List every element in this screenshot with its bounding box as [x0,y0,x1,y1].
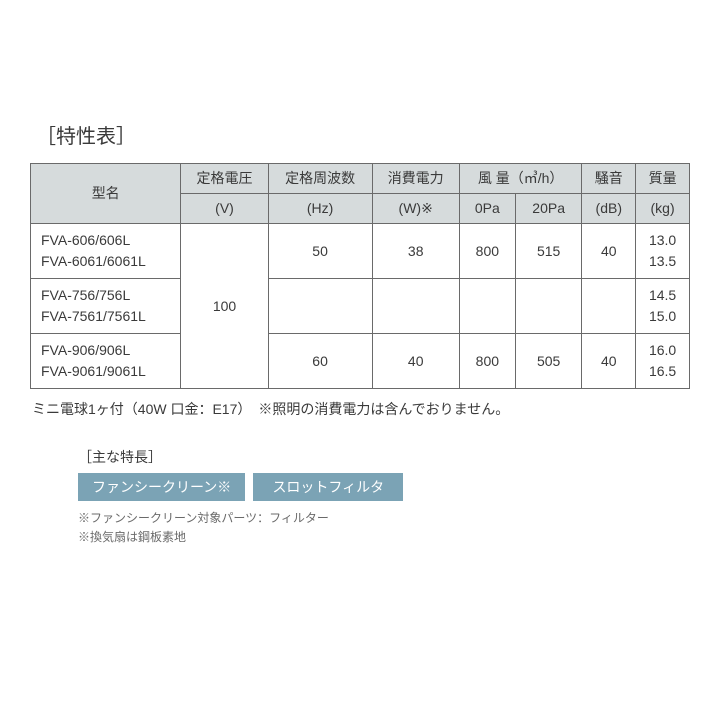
col-freq-l1: 定格周波数 [268,164,372,194]
model-b: FVA-6061/6061L [41,253,146,269]
cell-power: 40 [372,334,459,389]
subnotes: ※ファンシークリーン対象パーツ：フィルター ※換気扇は鋼板素地 [78,509,690,547]
model-b: FVA-9061/9061L [41,363,146,379]
cell-power: 38 [372,224,459,279]
feature-tag: ファンシークリーン※ [78,473,245,501]
spec-table: 型名 定格電圧 定格周波数 消費電力 風 量（㎥/h） 騒音 質量 (V) (H… [30,163,690,389]
cell-air20: 505 [515,334,582,389]
col-airflow-0: 0Pa [459,194,515,224]
cell-freq: 50 [268,224,372,279]
col-freq-l2: (Hz) [268,194,372,224]
col-power-l1: 消費電力 [372,164,459,194]
mass-a: 16.0 [649,342,676,358]
col-voltage-l2: (V) [181,194,268,224]
mass-b: 15.0 [649,308,676,324]
model-a: FVA-906/906L [41,342,130,358]
cell-mass: 13.0 13.5 [636,224,690,279]
table-row: FVA-756/756L FVA-7561/7561L 14.5 15.0 [31,279,690,334]
cell-model: FVA-756/756L FVA-7561/7561L [31,279,181,334]
cell-air0 [459,279,515,334]
section-title: ［特性表］ [36,120,690,149]
features-title: ［主な特長］ [78,447,690,467]
mass-a: 14.5 [649,287,676,303]
cell-power [372,279,459,334]
col-mass-l1: 質量 [636,164,690,194]
cell-air0: 800 [459,334,515,389]
model-a: FVA-606/606L [41,232,130,248]
cell-model: FVA-606/606L FVA-6061/6061L [31,224,181,279]
cell-air0: 800 [459,224,515,279]
col-airflow-20: 20Pa [515,194,582,224]
table-row: FVA-906/906L FVA-9061/9061L 60 40 800 50… [31,334,690,389]
cell-model: FVA-906/906L FVA-9061/9061L [31,334,181,389]
col-power-l2: (W)※ [372,194,459,224]
col-noise-l1: 騒音 [582,164,636,194]
cell-freq: 60 [268,334,372,389]
cell-mass: 16.0 16.5 [636,334,690,389]
col-mass-l2: (kg) [636,194,690,224]
table-row: FVA-606/606L FVA-6061/6061L 100 50 38 80… [31,224,690,279]
subnote-line: ※ファンシークリーン対象パーツ：フィルター [78,509,690,528]
col-model: 型名 [31,164,181,224]
mass-a: 13.0 [649,232,676,248]
cell-voltage: 100 [181,224,268,389]
cell-noise [582,279,636,334]
col-noise-l2: (dB) [582,194,636,224]
col-voltage-l1: 定格電圧 [181,164,268,194]
mass-b: 16.5 [649,363,676,379]
cell-mass: 14.5 15.0 [636,279,690,334]
features-row: ファンシークリーン※ スロットフィルタ [78,473,690,501]
cell-noise: 40 [582,224,636,279]
cell-noise: 40 [582,334,636,389]
col-airflow-l1: 風 量（㎥/h） [459,164,582,194]
cell-air20 [515,279,582,334]
feature-tag: スロットフィルタ [253,473,403,501]
cell-freq [268,279,372,334]
model-a: FVA-756/756L [41,287,130,303]
cell-air20: 515 [515,224,582,279]
subnote-line: ※換気扇は鋼板素地 [78,528,690,547]
model-b: FVA-7561/7561L [41,308,146,324]
table-note: ミニ電球1ヶ付（40W 口金：E17） ※照明の消費電力は含んでおりません。 [32,399,690,419]
mass-b: 13.5 [649,253,676,269]
